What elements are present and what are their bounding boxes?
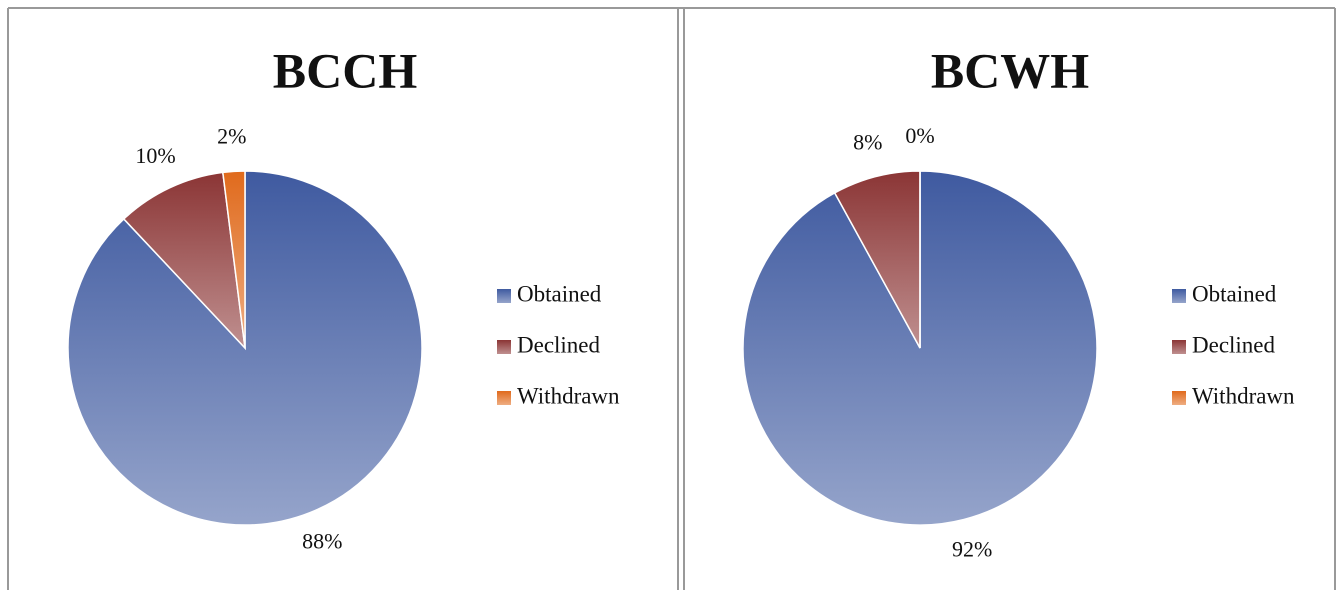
slice-label: 8%	[853, 130, 882, 155]
slice-label: 10%	[135, 143, 175, 168]
legend-label: Withdrawn	[517, 383, 620, 408]
slice-label: 2%	[217, 123, 246, 148]
legend-swatch	[497, 289, 511, 303]
legend-swatch	[497, 340, 511, 354]
legend-label: Withdrawn	[1192, 383, 1295, 408]
slice-label: 0%	[905, 123, 934, 148]
legend-swatch	[1172, 340, 1186, 354]
legend-label: Obtained	[1192, 281, 1277, 306]
legend-label: Obtained	[517, 281, 602, 306]
slice-label: 88%	[302, 528, 342, 553]
pie-chart: BCWH 92% 8% 0% Obtained Declined Withdrawn	[742, 42, 1295, 561]
legend-swatch	[1172, 289, 1186, 303]
slice-label: 92%	[952, 536, 992, 561]
legend-swatch	[1172, 391, 1186, 405]
pie-chart: BCCH 88% 10% 2% Obtained Declined Withdrawn	[67, 42, 620, 553]
pie-slice	[833, 170, 921, 349]
legend-label: Declined	[1192, 332, 1276, 357]
pie-slice	[67, 170, 423, 526]
legend-swatch	[497, 391, 511, 405]
legend-label: Declined	[517, 332, 601, 357]
chart-title: BCWH	[931, 42, 1089, 98]
pie-slice	[221, 170, 246, 349]
pie-slice	[742, 170, 1098, 526]
chart-title: BCCH	[273, 42, 418, 98]
pie-slice	[122, 171, 247, 351]
panel-borders	[7, 7, 1336, 590]
